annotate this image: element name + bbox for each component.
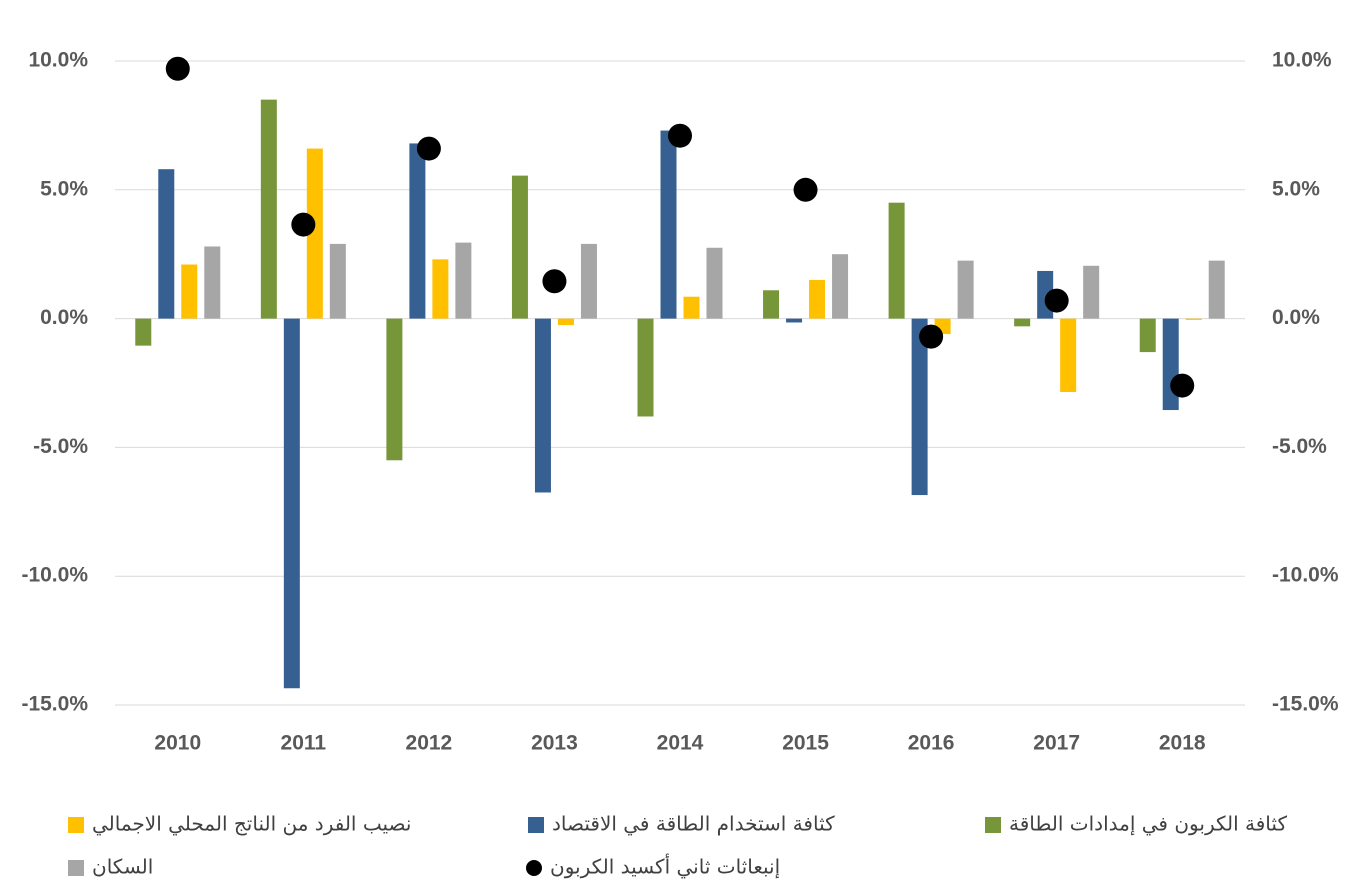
bar — [283, 318, 300, 689]
bar — [763, 290, 780, 319]
bar — [511, 175, 528, 319]
bar — [832, 254, 849, 319]
co2-dot — [1170, 373, 1195, 398]
bar — [1208, 260, 1225, 319]
bar — [158, 169, 175, 319]
legend-label: كثافة الكربون في إمدادات الطاقة — [1009, 812, 1287, 837]
bar — [455, 242, 472, 319]
bar — [1162, 318, 1179, 411]
x-tick-label: 2010 — [154, 732, 201, 755]
x-tick-label: 2016 — [908, 732, 955, 755]
bar — [329, 243, 346, 319]
y2-tick-label: -15.0% — [1272, 693, 1339, 716]
bar — [957, 260, 974, 319]
bar — [306, 148, 323, 319]
bar — [786, 318, 803, 323]
bar — [637, 318, 654, 417]
x-tick-label: 2018 — [1159, 732, 1206, 755]
y2-tick-label: 0.0% — [1272, 306, 1320, 329]
bar — [432, 259, 449, 319]
y-tick-label: 0.0% — [40, 306, 88, 329]
y2-tick-label: -5.0% — [1272, 435, 1327, 458]
bar — [557, 318, 574, 326]
co2-dot — [165, 56, 190, 81]
bar — [1185, 318, 1202, 320]
bar — [580, 243, 597, 319]
bar — [1083, 265, 1100, 319]
co2-dot — [291, 212, 316, 237]
bar — [1139, 318, 1156, 353]
legend-marker — [985, 817, 1001, 833]
bar — [911, 318, 928, 496]
y-tick-label: -10.0% — [21, 564, 88, 587]
y2-tick-label: -10.0% — [1272, 564, 1339, 587]
co2-dot — [668, 123, 692, 148]
y-tick-label: 5.0% — [40, 177, 88, 200]
legend-label: نصيب الفرد من الناتج المحلي الاجمالي — [92, 812, 411, 837]
co2-dot — [919, 324, 944, 349]
y2-tick-label: 5.0% — [1272, 177, 1320, 200]
y-tick-label: 10.0% — [28, 49, 88, 72]
bar — [204, 246, 221, 319]
x-tick-label: 2014 — [657, 732, 704, 755]
legend-marker — [68, 817, 84, 833]
y-tick-label: -5.0% — [33, 435, 88, 458]
bar — [706, 247, 723, 319]
bar — [181, 264, 198, 319]
bar — [1014, 318, 1031, 327]
legend-label: إنبعاثات ثاني أكسيد الكربون — [550, 854, 780, 880]
bar — [534, 318, 551, 493]
y2-tick-label: 10.0% — [1272, 49, 1332, 72]
co2-dot — [1044, 288, 1069, 313]
bar — [135, 318, 152, 346]
x-tick-label: 2012 — [406, 732, 453, 755]
x-tick-label: 2011 — [281, 732, 327, 755]
legend-marker — [528, 817, 544, 833]
y-tick-label: -15.0% — [21, 693, 88, 716]
bar — [1060, 318, 1077, 393]
x-tick-label: 2013 — [531, 732, 578, 755]
bar — [888, 202, 905, 319]
bar — [683, 296, 700, 319]
legend-label: السكان — [92, 855, 153, 879]
legend-marker — [526, 860, 542, 876]
bar — [409, 143, 426, 319]
legend-marker — [68, 860, 84, 876]
bar — [260, 99, 277, 319]
bar — [809, 279, 826, 319]
legend-label: كثافة استخدام الطاقة في الاقتصاد — [552, 812, 835, 837]
bar — [660, 130, 677, 319]
x-tick-label: 2017 — [1033, 732, 1080, 755]
x-tick-label: 2015 — [782, 732, 829, 755]
bar — [386, 318, 403, 461]
co2-dot — [542, 269, 567, 294]
co2-dot — [793, 177, 818, 202]
co2-dot — [416, 136, 441, 161]
